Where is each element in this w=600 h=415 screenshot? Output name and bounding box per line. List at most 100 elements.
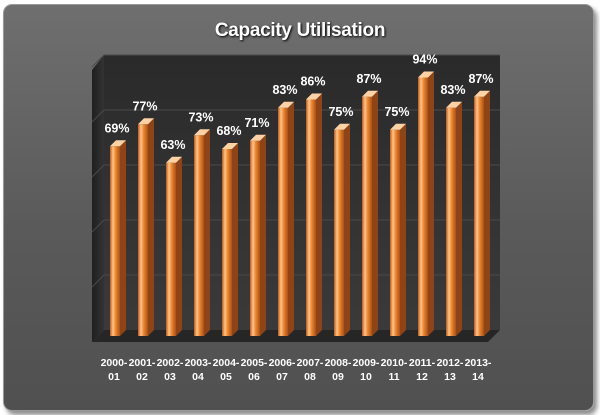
data-label: 83%: [440, 83, 465, 97]
x-tick-labels: 2000- 01 2001- 02 2002- 03 2003- 04 2004- 05 2005-…: [101, 357, 492, 383]
data-label: 69%: [104, 121, 129, 135]
bar: [446, 101, 462, 336]
x-tick-line: 11: [388, 371, 399, 383]
bar-front: [474, 96, 484, 336]
bar: [334, 123, 350, 336]
x-tick-label: 2010- 11: [381, 357, 408, 383]
x-tick-line: 03: [164, 371, 176, 383]
data-label: 87%: [468, 72, 493, 86]
gridline-side: [91, 219, 105, 233]
data-label: 63%: [160, 138, 185, 152]
x-tick-label: 2001- 02: [129, 357, 156, 383]
x-tick-label: 2002- 03: [157, 357, 184, 383]
data-label: 77%: [132, 99, 157, 113]
x-tick-line: 10: [360, 371, 372, 383]
bar-top: [474, 90, 490, 97]
x-tick-line: 09: [332, 371, 344, 383]
bar: [306, 93, 322, 336]
x-tick-label: 2013- 14: [465, 357, 492, 383]
x-tick-line: 2008-: [325, 357, 352, 369]
data-label: 94%: [412, 53, 437, 67]
bar-side: [428, 71, 434, 336]
data-label: 71%: [244, 116, 269, 130]
x-tick-line: 13: [444, 371, 456, 383]
bar-front: [222, 149, 232, 336]
x-tick-line: 2005-: [241, 357, 268, 369]
bar-top: [250, 134, 266, 141]
bar-front: [306, 99, 316, 336]
bar-side: [260, 134, 266, 336]
bar-front: [194, 135, 204, 336]
x-tick-line: 2006-: [269, 357, 296, 369]
bar-front: [418, 77, 428, 336]
bar: [110, 140, 126, 336]
floor: [92, 330, 500, 342]
bar: [250, 134, 266, 336]
x-tick-line: 2000-: [101, 357, 128, 369]
x-tick-line: 02: [136, 371, 148, 383]
data-label: 86%: [300, 75, 325, 89]
bar-side: [372, 90, 378, 336]
x-tick-line: 07: [276, 371, 288, 383]
bar-top: [138, 118, 154, 125]
bar-front: [334, 129, 344, 336]
bar-front: [250, 140, 260, 336]
bar: [362, 90, 378, 336]
x-tick-label: 2008- 09: [325, 357, 352, 383]
bar: [278, 101, 294, 336]
x-tick-line: 2010-: [381, 357, 408, 369]
bar-front: [362, 96, 372, 336]
bar-top: [446, 101, 462, 108]
data-label: 68%: [216, 124, 241, 138]
x-tick-line: 2001-: [129, 357, 156, 369]
gridline-side: [91, 164, 105, 178]
x-tick-line: 12: [416, 371, 428, 383]
x-tick-line: 2009-: [353, 357, 380, 369]
bar-side: [120, 140, 126, 336]
data-labels-group: 69%77%63%73%68%71%83%86%75%87%75%94%83%8…: [104, 53, 493, 152]
x-tick-label: 2000- 01: [101, 357, 128, 383]
x-tick-label: 2011- 12: [409, 357, 436, 383]
bar: [138, 118, 154, 336]
bar-front: [390, 129, 400, 336]
data-label: 73%: [188, 110, 213, 124]
x-tick-line: 2007-: [297, 357, 324, 369]
bar: [390, 123, 406, 336]
bar-front: [278, 107, 288, 336]
bar: [418, 71, 434, 336]
chart-title: Capacity Utilisation: [214, 20, 386, 41]
bar-top: [390, 123, 406, 130]
bar-side: [456, 101, 462, 336]
bar-top: [110, 140, 126, 147]
bar-side: [288, 101, 294, 336]
bar-side: [148, 118, 154, 336]
bar-side: [204, 129, 210, 336]
bar-top: [306, 93, 322, 100]
gridline-side: [91, 274, 105, 288]
x-tick-label: 2005- 06: [241, 357, 268, 383]
x-tick-line: 2011-: [409, 357, 436, 369]
x-tick-line: 01: [108, 371, 120, 383]
bar-side: [316, 93, 322, 336]
x-tick-label: 2004- 05: [213, 357, 240, 383]
bar-top: [166, 156, 182, 163]
bar-front: [166, 162, 176, 336]
x-tick-label: 2003- 04: [185, 357, 212, 383]
x-tick-line: 06: [248, 371, 260, 383]
x-tick-label: 2012- 13: [437, 357, 464, 383]
gridline-side: [91, 109, 105, 123]
bar-side: [232, 143, 238, 336]
bar-top: [334, 123, 350, 130]
bar: [222, 143, 238, 336]
bar: [194, 129, 210, 336]
gridline-side: [91, 54, 105, 68]
x-tick-line: 14: [472, 371, 484, 383]
x-tick-line: 05: [220, 371, 232, 383]
x-tick-line: 2003-: [185, 357, 212, 369]
data-label: 87%: [356, 72, 381, 86]
bar: [166, 156, 182, 336]
bar: [474, 90, 490, 336]
data-label: 75%: [328, 105, 353, 119]
bar-side: [344, 123, 350, 336]
